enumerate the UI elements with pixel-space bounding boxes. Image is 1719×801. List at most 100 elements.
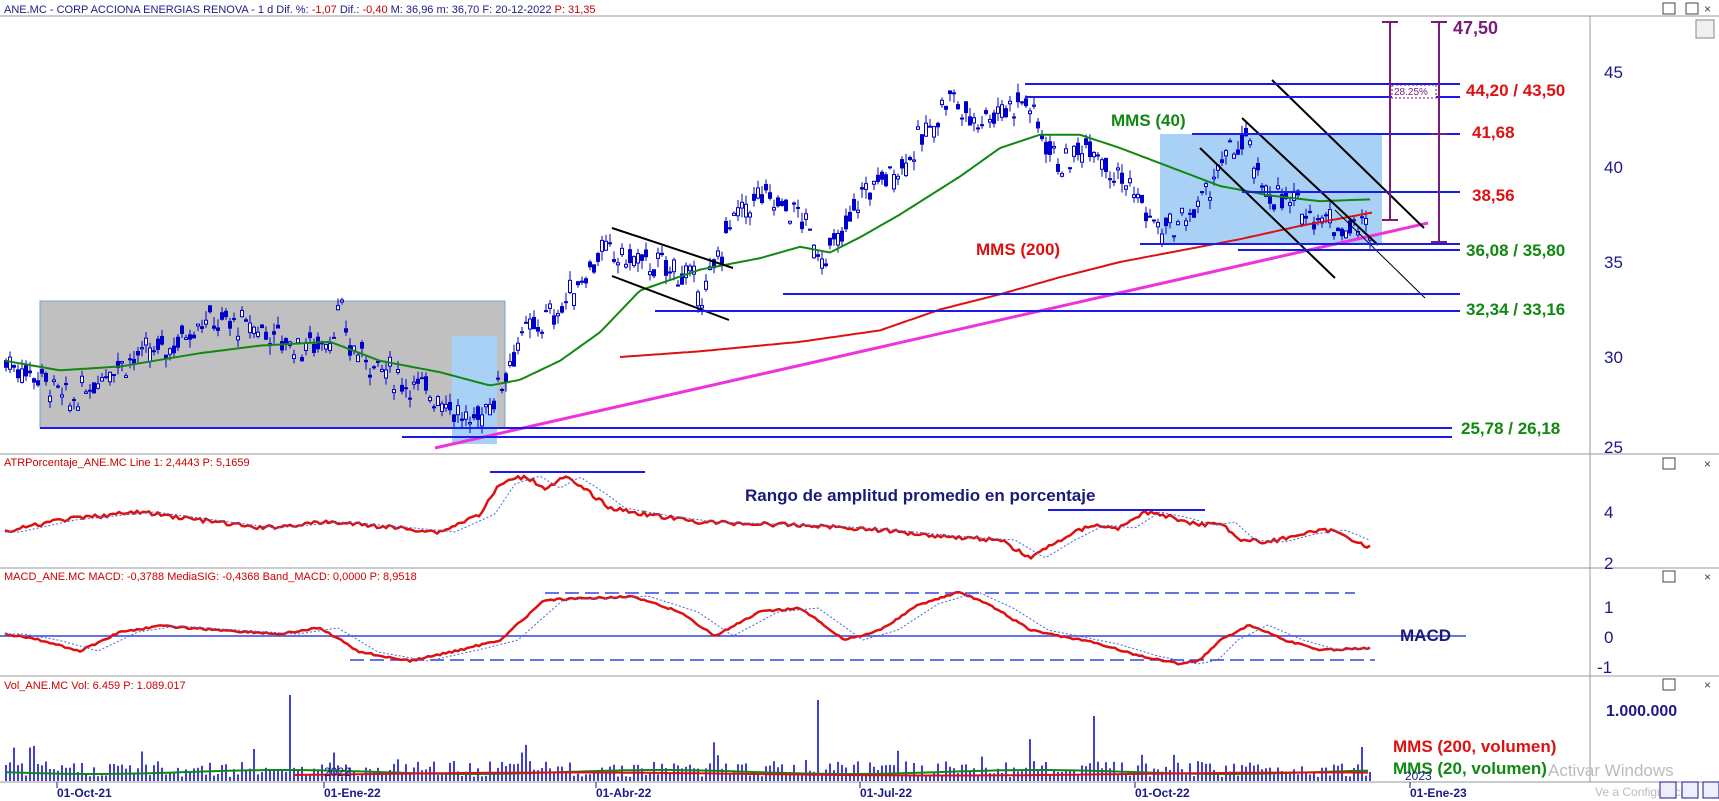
mms200-line <box>619 211 1373 358</box>
pct-box <box>1391 84 1437 99</box>
candle-body <box>984 110 988 114</box>
macd-maximize-button[interactable] <box>1662 570 1676 583</box>
candle-body <box>968 116 972 126</box>
bottom-button-3[interactable] <box>1702 781 1719 799</box>
candle-body <box>1276 185 1280 190</box>
candle-body <box>264 331 268 340</box>
candle-body <box>892 174 896 190</box>
candle-body <box>960 117 964 120</box>
candle-body <box>1320 217 1324 224</box>
candle-body <box>612 259 616 262</box>
candle-body <box>964 101 968 114</box>
candle-body <box>1248 140 1252 146</box>
candle-body <box>936 122 940 128</box>
candle-body <box>1220 159 1224 164</box>
vol-legend-200: MMS (200, volumen) <box>1393 737 1556 756</box>
candle-body <box>1024 98 1028 107</box>
candle-body <box>520 331 524 334</box>
candle-body <box>872 180 876 185</box>
candle-body <box>796 206 800 209</box>
candle-body <box>792 202 796 205</box>
candle-body <box>832 233 836 240</box>
macd-y-tick: 1 <box>1604 598 1613 617</box>
bottom-button-1[interactable] <box>1659 781 1677 799</box>
candle-body <box>1000 104 1004 118</box>
candle-body <box>788 220 792 224</box>
candle-body <box>300 357 304 362</box>
candle-body <box>652 269 656 277</box>
candle-body <box>1104 157 1108 172</box>
candle-body <box>1316 218 1320 221</box>
candle-body <box>1084 138 1088 146</box>
candle-body <box>668 271 672 274</box>
candle-body <box>12 364 16 368</box>
atr-close-icon[interactable]: × <box>1704 457 1711 471</box>
price-y-axis: 45 40 35 30 25 <box>1604 63 1623 457</box>
candle-body <box>360 341 364 349</box>
candle-body <box>608 242 612 245</box>
candle-body <box>256 331 260 337</box>
candle-body <box>296 338 300 344</box>
candle-body <box>800 221 804 230</box>
bottom-button-2[interactable] <box>1681 781 1699 799</box>
candle-body <box>100 377 104 382</box>
side-panel-button[interactable] <box>1695 19 1715 39</box>
candle-body <box>8 356 12 370</box>
candle-body <box>216 327 220 331</box>
atr-title: ATRPorcentaje_ANE.MC Line 1: 2,4443 P: 5… <box>4 457 250 469</box>
candle-body <box>1032 104 1036 107</box>
atr-y-tick: 2 <box>1604 554 1613 573</box>
candle-body <box>920 134 924 145</box>
candle-body <box>640 254 644 261</box>
candle-body <box>308 332 312 339</box>
channel-lower-line <box>1199 147 1336 279</box>
candle-body <box>16 369 20 379</box>
candle-body <box>844 215 848 230</box>
candle-body <box>1168 213 1172 224</box>
candle-body <box>476 406 480 420</box>
candle-body <box>1308 210 1312 213</box>
year-mark: 2022 <box>324 765 351 779</box>
candle-body <box>292 354 296 359</box>
maximize-button[interactable] <box>1685 2 1699 15</box>
candle-body <box>1100 159 1104 170</box>
vol-maximize-button[interactable] <box>1662 678 1676 691</box>
candle-body <box>784 199 788 212</box>
minimize-button[interactable] <box>1662 2 1676 15</box>
candle-body <box>1048 141 1052 155</box>
close-icon[interactable]: × <box>1704 2 1711 16</box>
candle-body <box>544 310 548 313</box>
candle-body <box>812 244 816 259</box>
candle-body <box>628 249 632 264</box>
candle-body <box>136 350 140 356</box>
candle-body <box>740 201 744 209</box>
candle-body <box>372 366 376 369</box>
candle-body <box>336 305 340 311</box>
candle-body <box>1080 153 1084 163</box>
macd-close-icon[interactable]: × <box>1704 570 1711 584</box>
candle-body <box>512 352 516 367</box>
candle-body <box>952 92 956 95</box>
candle-body <box>1012 116 1016 119</box>
candle-body <box>1056 163 1060 172</box>
candle-body <box>552 315 556 325</box>
candle-body <box>1132 194 1136 199</box>
candle-body <box>748 212 752 218</box>
candle-body <box>680 273 684 285</box>
candle-body <box>528 318 532 330</box>
candle-body <box>380 368 384 372</box>
candle-body <box>1284 192 1288 199</box>
panel-controls[interactable]: × × × × <box>1659 2 1719 799</box>
candle-body <box>492 400 496 410</box>
candle-body <box>160 335 164 345</box>
candle-body <box>1108 178 1112 181</box>
candle-body <box>908 157 912 160</box>
candle-body <box>24 363 28 377</box>
candle-body <box>516 342 520 351</box>
atr-maximize-button[interactable] <box>1662 457 1676 470</box>
candle-body <box>1280 193 1284 209</box>
vol-close-icon[interactable]: × <box>1704 678 1711 692</box>
candle-body <box>112 373 116 376</box>
candle-body <box>1028 110 1032 115</box>
